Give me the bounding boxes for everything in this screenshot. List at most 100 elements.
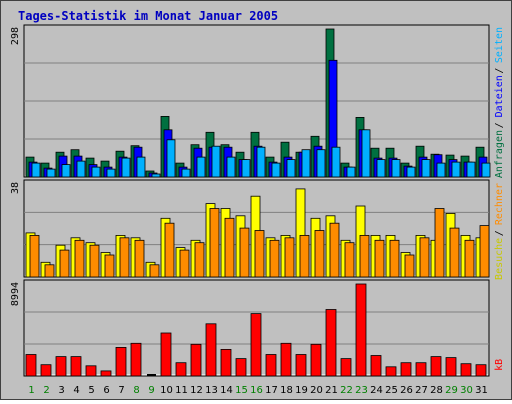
legend-separator: /: [494, 122, 505, 128]
bar-kb-day-10: [160, 332, 172, 377]
bar-seiten-day-8: [136, 156, 146, 178]
bar-rechner-day-6: [104, 254, 115, 278]
bar-rechner-day-29: [449, 227, 460, 278]
day-label-30: 30: [460, 385, 473, 396]
bar-rechner-day-4: [74, 239, 85, 278]
bar-rechner-day-31: [479, 225, 490, 278]
legend-anfragen: Anfragen: [494, 130, 505, 178]
day-label-9: 9: [148, 385, 154, 396]
bar-kb-day-27: [415, 362, 427, 377]
bar-kb-day-23: [355, 283, 367, 377]
panel-1-max-label: 298: [10, 27, 21, 45]
bar-rechner-day-17: [269, 239, 280, 278]
bar-rechner-day-25: [389, 239, 400, 278]
day-label-17: 17: [265, 385, 278, 396]
bar-kb-day-14: [220, 348, 232, 377]
bar-rechner-day-16: [254, 230, 265, 278]
day-label-23: 23: [355, 385, 368, 396]
bar-rechner-day-22: [344, 242, 355, 278]
bar-seiten-day-18: [286, 159, 296, 178]
bar-seiten-day-10: [166, 139, 176, 178]
bar-kb-day-13: [205, 323, 217, 377]
bar-kb-day-3: [55, 356, 67, 377]
bar-seiten-day-3: [61, 164, 71, 178]
bar-rechner-day-11: [179, 249, 190, 278]
bar-rechner-day-7: [119, 237, 130, 278]
bar-rechner-day-9: [149, 264, 160, 278]
bar-seiten-day-20: [316, 149, 326, 178]
day-label-14: 14: [220, 385, 233, 396]
bar-kb-day-19: [295, 354, 307, 377]
bar-kb-day-28: [430, 356, 442, 377]
day-label-6: 6: [103, 385, 109, 396]
day-label-26: 26: [400, 385, 413, 396]
day-label-28: 28: [430, 385, 443, 396]
bar-rechner-day-2: [44, 264, 55, 278]
bar-kb-day-26: [400, 362, 412, 377]
day-label-24: 24: [370, 385, 383, 396]
bar-seiten-day-25: [391, 159, 401, 178]
bar-seiten-day-24: [376, 159, 386, 178]
panel-2-max-label: 38: [10, 182, 21, 194]
bar-seiten-day-7: [121, 157, 131, 178]
day-label-7: 7: [118, 385, 124, 396]
bar-seiten-day-15: [241, 159, 251, 178]
bar-seiten-day-29: [451, 161, 461, 178]
bar-kb-day-12: [190, 343, 202, 377]
day-label-27: 27: [415, 385, 428, 396]
day-label-11: 11: [175, 385, 188, 396]
bar-seiten-day-11: [181, 168, 191, 178]
bar-seiten-day-31: [481, 162, 491, 178]
bar-rechner-day-14: [224, 217, 235, 278]
bar-kb-day-9: [147, 374, 156, 376]
bar-kb-day-7: [115, 346, 127, 377]
day-label-4: 4: [73, 385, 79, 396]
bar-rechner-day-19: [299, 234, 310, 278]
bar-rechner-day-20: [314, 230, 325, 278]
day-label-5: 5: [88, 385, 94, 396]
chart-title: Tages-Statistik im Monat Januar 2005: [18, 9, 278, 23]
bar-kb-day-20: [310, 343, 322, 377]
legend-separator: /: [494, 230, 505, 236]
day-label-12: 12: [190, 385, 203, 396]
bar-kb-day-29: [445, 357, 457, 377]
bar-rechner-day-26: [404, 254, 415, 278]
bar-kb-day-25: [385, 366, 397, 377]
bar-rechner-day-15: [239, 227, 250, 278]
day-label-2: 2: [43, 385, 49, 396]
bar-rechner-day-13: [209, 208, 220, 278]
bar-seiten-day-9: [151, 173, 161, 178]
bar-kb-day-24: [370, 355, 382, 377]
bar-rechner-day-10: [164, 222, 175, 278]
bar-kb-day-2: [40, 364, 52, 377]
day-label-8: 8: [133, 385, 139, 396]
bar-kb-day-21: [325, 309, 337, 377]
legend-separator: /: [494, 68, 505, 74]
bar-kb-day-11: [175, 362, 187, 377]
bar-seiten-day-27: [421, 159, 431, 178]
bar-kb-day-8: [130, 342, 142, 377]
day-label-10: 10: [160, 385, 173, 396]
day-label-31: 31: [475, 385, 488, 396]
legend-dateien: Dateien: [494, 75, 505, 117]
bar-kb-day-6: [100, 370, 112, 377]
day-label-1: 1: [28, 385, 34, 396]
day-label-20: 20: [310, 385, 323, 396]
bar-seiten-day-13: [211, 145, 221, 178]
day-label-22: 22: [340, 385, 353, 396]
day-label-25: 25: [385, 385, 398, 396]
bar-seiten-day-23: [361, 129, 371, 178]
bar-kb-day-1: [25, 354, 37, 377]
bar-rechner-day-18: [284, 237, 295, 278]
bar-seiten-day-12: [196, 156, 206, 178]
legend-besuche: Besuche: [494, 238, 505, 280]
bar-seiten-day-22: [346, 166, 356, 178]
bar-rechner-day-27: [419, 237, 430, 278]
bar-seiten-day-2: [46, 168, 56, 178]
bar-kb-day-16: [250, 313, 262, 377]
legend-seiten: Seiten: [494, 27, 505, 63]
legend-rechner: Rechner: [494, 183, 505, 225]
